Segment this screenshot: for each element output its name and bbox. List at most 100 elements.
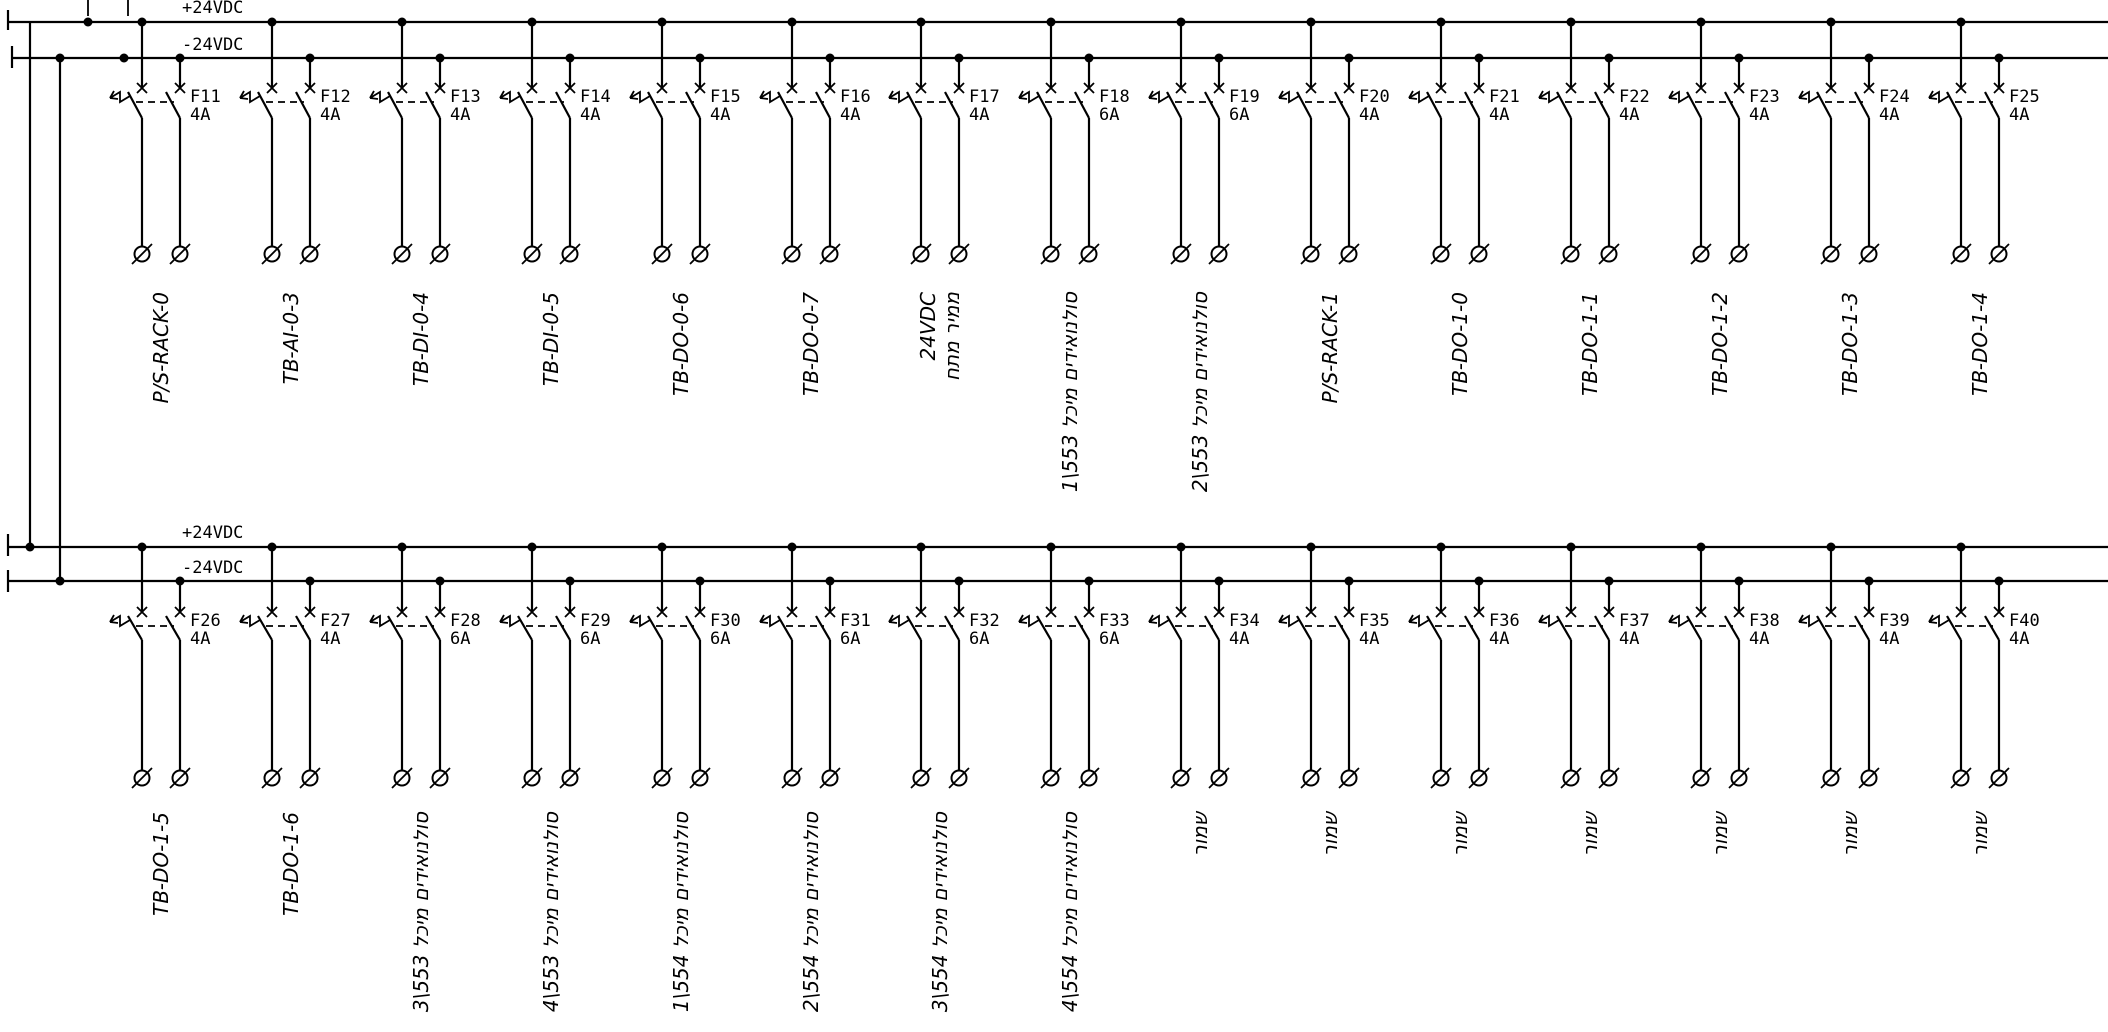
terminal-symbol (1080, 245, 1098, 263)
destination-label-group: שמור (1838, 810, 1862, 856)
contact-mark (526, 82, 538, 94)
terminal-symbol (1860, 245, 1878, 263)
fuse-rating: 4A (1359, 105, 1379, 125)
fuse-label: F33 (1099, 611, 1130, 631)
contact-mark (1305, 606, 1317, 618)
terminal-symbol (1432, 245, 1450, 263)
switch-blade (1074, 615, 1090, 641)
terminal-slash (1430, 243, 1452, 265)
switch-blade (517, 91, 533, 119)
destination-label: שמור (1578, 810, 1602, 856)
junction-dot (1214, 53, 1224, 63)
fuse-rating: 4A (969, 105, 989, 125)
contact-mark (396, 606, 408, 618)
switch-blade (517, 615, 533, 641)
terminal-symbol (263, 769, 281, 787)
destination-label: TB-DO-1-6 (279, 812, 303, 916)
contact-mark (526, 606, 538, 618)
terminal-symbol (1340, 769, 1358, 787)
switch-blade (777, 615, 793, 641)
switch-blade (1334, 91, 1350, 119)
switch-blade (815, 615, 831, 641)
contact-mark (1825, 606, 1837, 618)
destination-label-group: סולנואידים מיכל 554\3 (928, 811, 952, 1012)
terminal-symbol (1860, 769, 1878, 787)
terminal-slash (131, 767, 153, 789)
destination-label-group: שמור (1448, 810, 1472, 856)
junction-dot (1566, 17, 1576, 27)
destination-label-group: שמור (1578, 810, 1602, 856)
fuse-rating: 4A (1879, 629, 1899, 649)
destination-label-group: P/S-RACK-1 (1318, 292, 1342, 403)
terminal-slash (1950, 243, 1972, 265)
junction-dot (1734, 53, 1744, 63)
junction-dot (1994, 576, 2004, 586)
switch-blade (1984, 91, 2000, 119)
fuse-rating: 4A (1359, 629, 1379, 649)
destination-label: P/S-RACK-0 (149, 292, 173, 403)
terminal-slash (651, 767, 673, 789)
terminal-symbol (1042, 245, 1060, 263)
switch-blade (944, 91, 960, 119)
junction-dot (267, 17, 277, 27)
fuse-rating: 4A (320, 105, 340, 125)
terminal-symbol (393, 245, 411, 263)
destination-label: שמור (1188, 810, 1212, 856)
terminal-symbol (912, 769, 930, 787)
thermal-trip-symbol (1278, 90, 1300, 104)
fuse-label: F24 (1879, 87, 1910, 107)
contact-mark (824, 606, 836, 618)
terminal-slash (429, 243, 451, 265)
terminal-symbol (523, 769, 541, 787)
breaker-row-top: F114AP/S-RACK-0F124ATB-AI-0-3F134ATB-DI-… (109, 17, 2040, 492)
junction-dot (435, 576, 445, 586)
thermal-trip-symbol (1668, 614, 1690, 628)
destination-label: סולנואידים מיכל 553\2 (1188, 291, 1212, 492)
terminal-symbol (821, 769, 839, 787)
terminal-slash (1468, 243, 1490, 265)
trip-arrow (1148, 90, 1158, 100)
switch-blade (647, 91, 663, 119)
terminal-slash (1820, 243, 1842, 265)
junction-dot (305, 576, 315, 586)
contact-mark (915, 606, 927, 618)
junction-dot (1344, 576, 1354, 586)
terminal-symbol (133, 245, 151, 263)
junction-dot (55, 53, 65, 63)
thermal-trip-symbol (499, 614, 521, 628)
thermal-trip-symbol (239, 614, 261, 628)
terminal-symbol (950, 769, 968, 787)
destination-label-group: TB-DI-0-5 (539, 292, 563, 386)
destination-label-group: סולנואידים מיכל 554\2 (799, 811, 823, 1012)
junction-dot (1864, 576, 1874, 586)
terminal-symbol (1080, 769, 1098, 787)
switch-blade (685, 91, 701, 119)
fuse-rating: 4A (580, 105, 600, 125)
contact-mark (266, 606, 278, 618)
trip-arrow (1018, 614, 1028, 624)
fuse-rating: 4A (1619, 629, 1639, 649)
switch-blade (425, 615, 441, 641)
junction-dot (1176, 17, 1186, 27)
contact-mark (564, 606, 576, 618)
destination-label-group: שמור (1968, 810, 1992, 856)
terminal-symbol (1952, 769, 1970, 787)
junction-dot (1826, 542, 1836, 552)
terminal-slash (1690, 243, 1712, 265)
contact-mark (786, 82, 798, 94)
trip-arrow (1538, 614, 1548, 624)
terminal-symbol (1990, 245, 2008, 263)
destination-label-group: TB-DO-1-1 (1578, 292, 1602, 396)
terminal-slash (521, 767, 543, 789)
destination-label-group: TB-DO-1-2 (1708, 292, 1732, 396)
terminal-symbol (1600, 769, 1618, 787)
trip-arrow (239, 90, 249, 100)
trip-arrow (109, 614, 119, 624)
junction-dot (55, 576, 65, 586)
junction-dot (954, 576, 964, 586)
junction-dot (1084, 53, 1094, 63)
junction-dot (787, 542, 797, 552)
contact-mark (1435, 82, 1447, 94)
